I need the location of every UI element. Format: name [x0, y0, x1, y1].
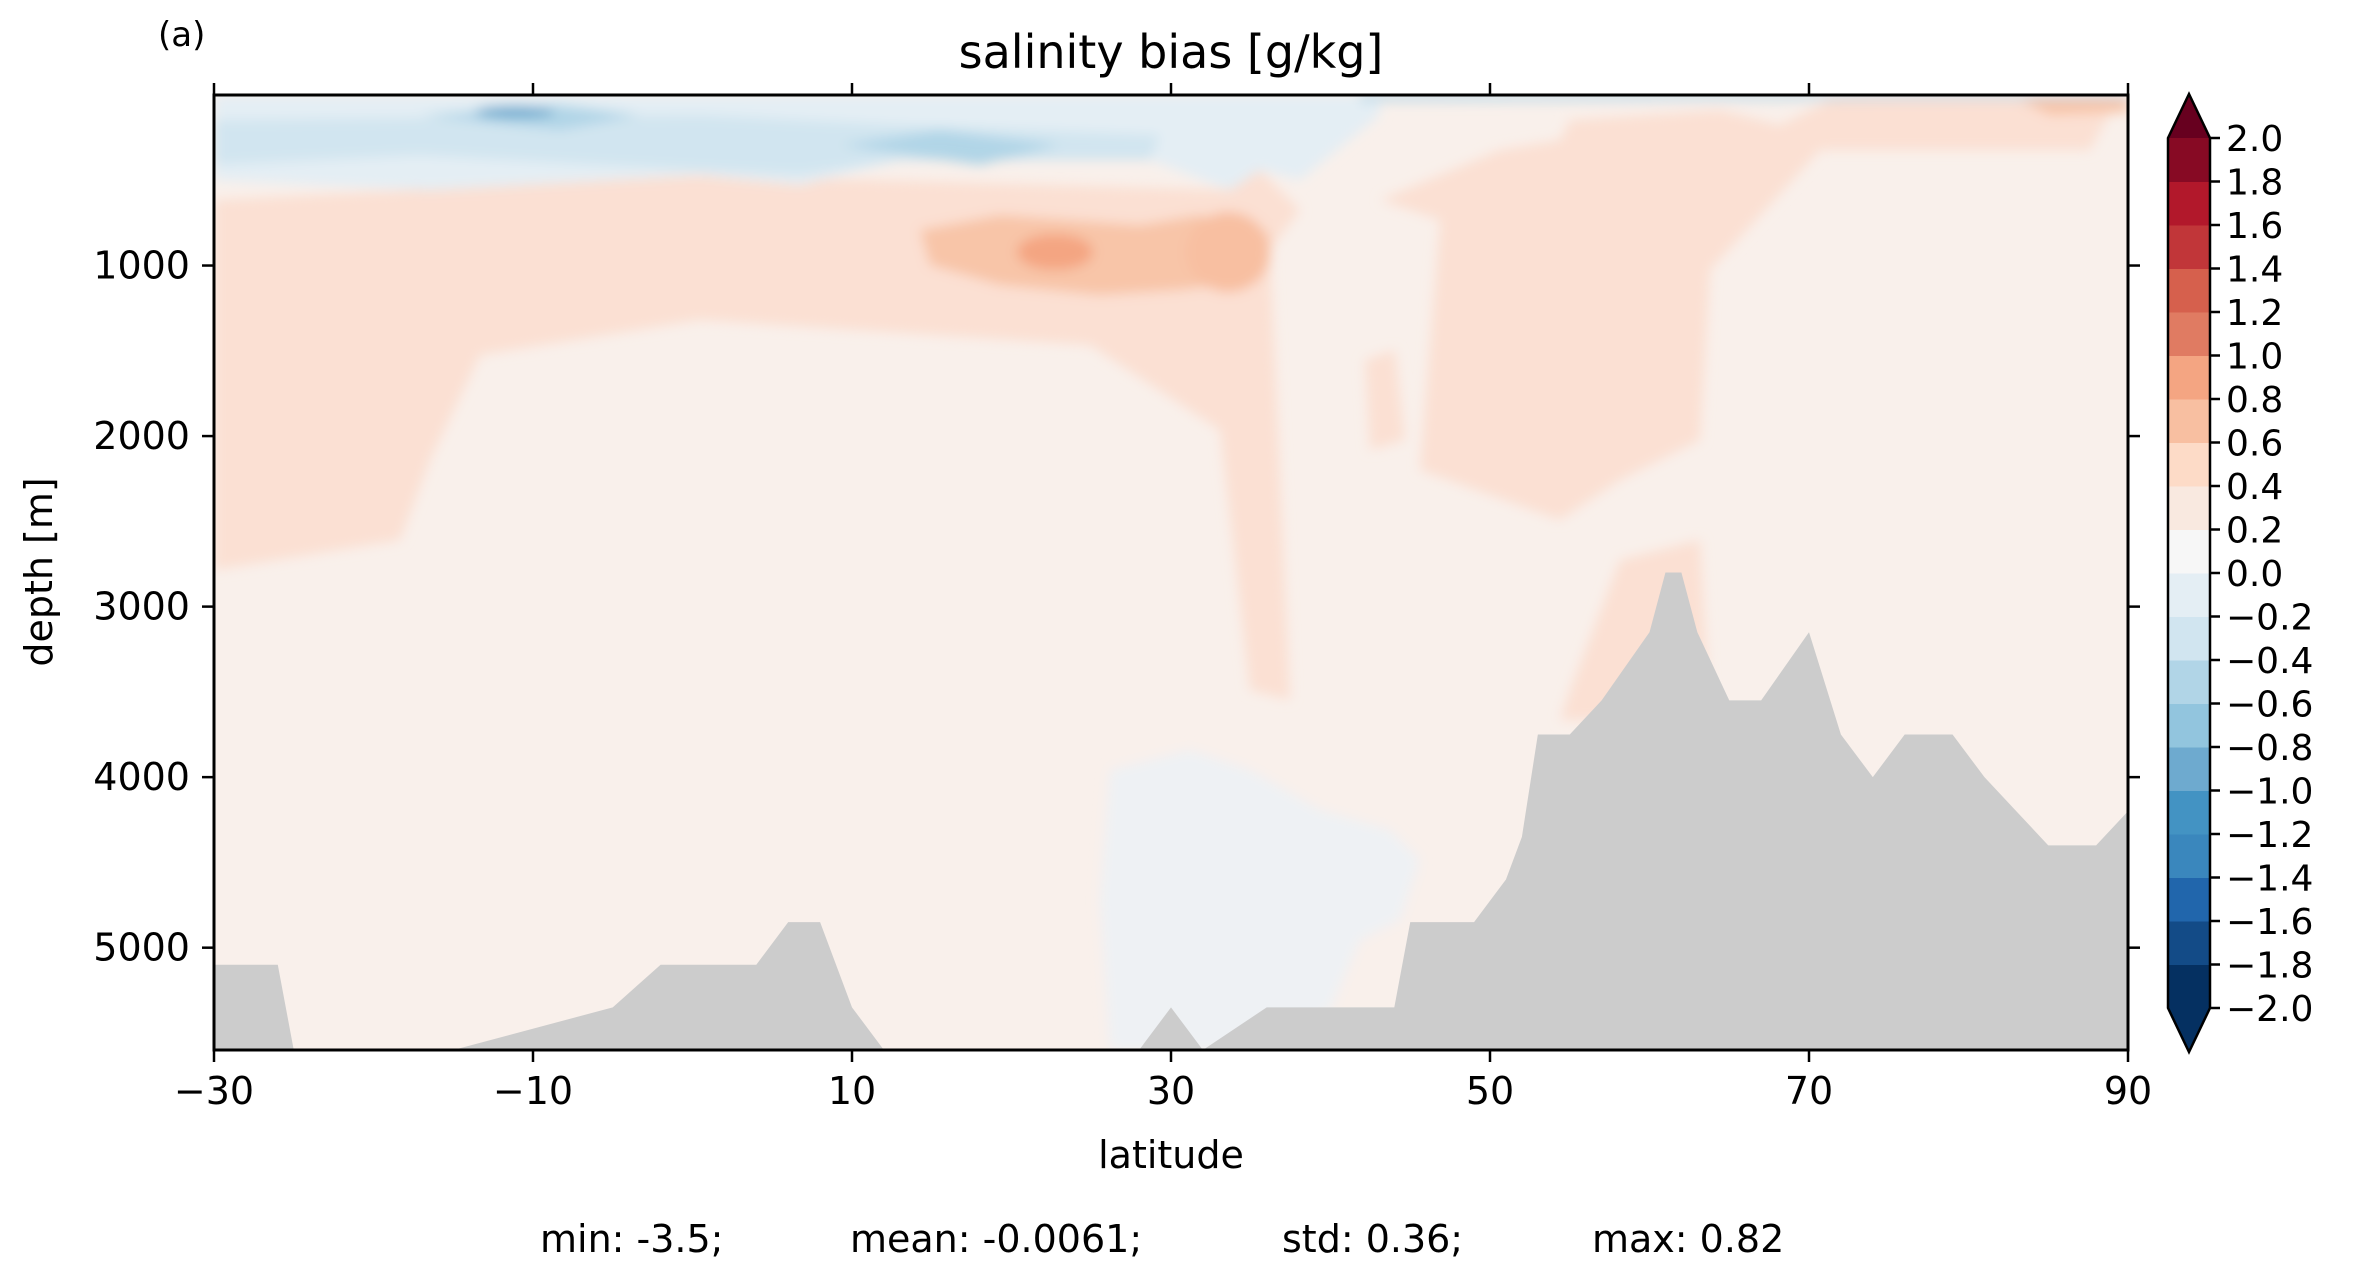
colorbar-band: [2168, 790, 2210, 835]
colorbar-band: [2168, 703, 2210, 748]
colorbar-band: [2168, 181, 2210, 226]
colorbar-band: [2168, 834, 2210, 878]
colorbar-tick-label: −0.6: [2226, 685, 2313, 726]
salty-core-b: [1186, 212, 1270, 292]
colorbar-extend-max: [2168, 94, 2210, 138]
colorbar-tick-label: −1.8: [2226, 946, 2313, 987]
colorbar-tick-label: −0.8: [2226, 728, 2313, 769]
colorbar-tick-label: −1.2: [2226, 815, 2313, 856]
salty-tongue-patch: [214, 170, 1300, 700]
colorbar-tick-label: −0.4: [2226, 641, 2313, 682]
colorbar-extend-min: [2168, 1008, 2210, 1052]
colorbar-band: [2168, 747, 2210, 791]
surface-salty-right: [2020, 95, 2128, 115]
y-axis-ticks: 1000 2000 3000 4000 5000: [93, 244, 2140, 970]
colorbar-band: [2168, 660, 2210, 704]
deep-fresh-patch: [1100, 750, 1420, 1050]
colorbar-tick-label: 0.6: [2226, 424, 2283, 465]
colorbar-tick-label: −0.2: [2226, 598, 2313, 639]
colorbar-band: [2168, 268, 2210, 313]
surface-minimum: [475, 106, 555, 118]
colorbar-tick-label: 1.8: [2226, 163, 2283, 204]
colorbar-band: [2168, 529, 2210, 574]
colorbar-tick-label: 0.0: [2226, 554, 2283, 595]
plot-area: [214, 95, 2128, 1050]
colorbar-band: [2168, 573, 2210, 617]
y-tick-label: 5000: [93, 926, 190, 970]
colorbar-band: [2168, 616, 2210, 661]
colorbar-band: [2168, 399, 2210, 443]
colorbar-tick-label: −1.4: [2226, 859, 2313, 900]
stat-max: max: 0.82: [1592, 1217, 1784, 1261]
colorbar-tick-label: −1.6: [2226, 902, 2313, 943]
salty-core-a: [1017, 234, 1093, 270]
y-tick-label: 4000: [93, 755, 190, 799]
colorbar-band: [2168, 877, 2210, 922]
y-axis-label: depth [m]: [17, 477, 61, 666]
fresh-surface-inner: [214, 115, 1160, 175]
salty-core-patch: [920, 215, 1270, 295]
colorbar-band: [2168, 312, 2210, 356]
colorbar-band: [2168, 964, 2210, 1009]
stat-min: min: -3.5;: [540, 1217, 724, 1261]
colorbar-ticks: −2.0−1.8−1.6−1.4−1.2−1.0−0.8−0.6−0.4−0.2…: [2210, 119, 2313, 1030]
colorbar-band: [2168, 921, 2210, 965]
x-tick-label: −30: [174, 1069, 254, 1113]
colorbar-tick-label: 2.0: [2226, 119, 2283, 160]
colorbar-tick-label: 1.0: [2226, 337, 2283, 378]
stat-std: std: 0.36;: [1282, 1217, 1463, 1261]
colorbar-tick-label: 1.4: [2226, 250, 2283, 291]
colorbar-band: [2168, 138, 2210, 182]
salty-column-left: [1365, 350, 1405, 450]
y-tick-label: 3000: [93, 585, 190, 629]
x-tick-label: 70: [1785, 1069, 1833, 1113]
colorbar-tick-label: 0.2: [2226, 511, 2283, 552]
colorbar-band: [2168, 225, 2210, 269]
y-tick-label: 1000: [93, 244, 190, 288]
colorbar-band: [2168, 355, 2210, 400]
colorbar-tick-label: 0.4: [2226, 467, 2283, 508]
x-tick-label: −10: [493, 1069, 573, 1113]
colorbar-band: [2168, 486, 2210, 530]
x-tick-label: 90: [2104, 1069, 2152, 1113]
fresh-core-b: [840, 130, 1060, 165]
colorbar-tick-label: 0.8: [2226, 380, 2283, 421]
colorbar-band: [2168, 442, 2210, 487]
x-tick-label: 30: [1147, 1069, 1195, 1113]
bias-field: [214, 95, 2128, 1050]
x-tick-label: 50: [1466, 1069, 1514, 1113]
colorbar-tick-label: 1.2: [2226, 293, 2283, 334]
x-axis-label: latitude: [1098, 1133, 1244, 1177]
stat-mean: mean: -0.0061;: [850, 1217, 1142, 1261]
panel-label: (a): [158, 15, 205, 55]
x-tick-label: 10: [828, 1069, 876, 1113]
salty-column-patch: [1380, 95, 2120, 520]
bathymetry-mask: [214, 572, 2128, 1050]
colorbar: [2166, 91, 2212, 1055]
colorbar-tick-label: −2.0: [2226, 989, 2313, 1030]
colorbar-tick-label: −1.0: [2226, 772, 2313, 813]
chart-title: salinity bias [g/kg]: [959, 25, 1384, 79]
colorbar-tick-label: 1.6: [2226, 206, 2283, 247]
y-tick-label: 2000: [93, 414, 190, 458]
x-axis-ticks: −30 −10 10 30 50 70 90: [174, 83, 2152, 1113]
